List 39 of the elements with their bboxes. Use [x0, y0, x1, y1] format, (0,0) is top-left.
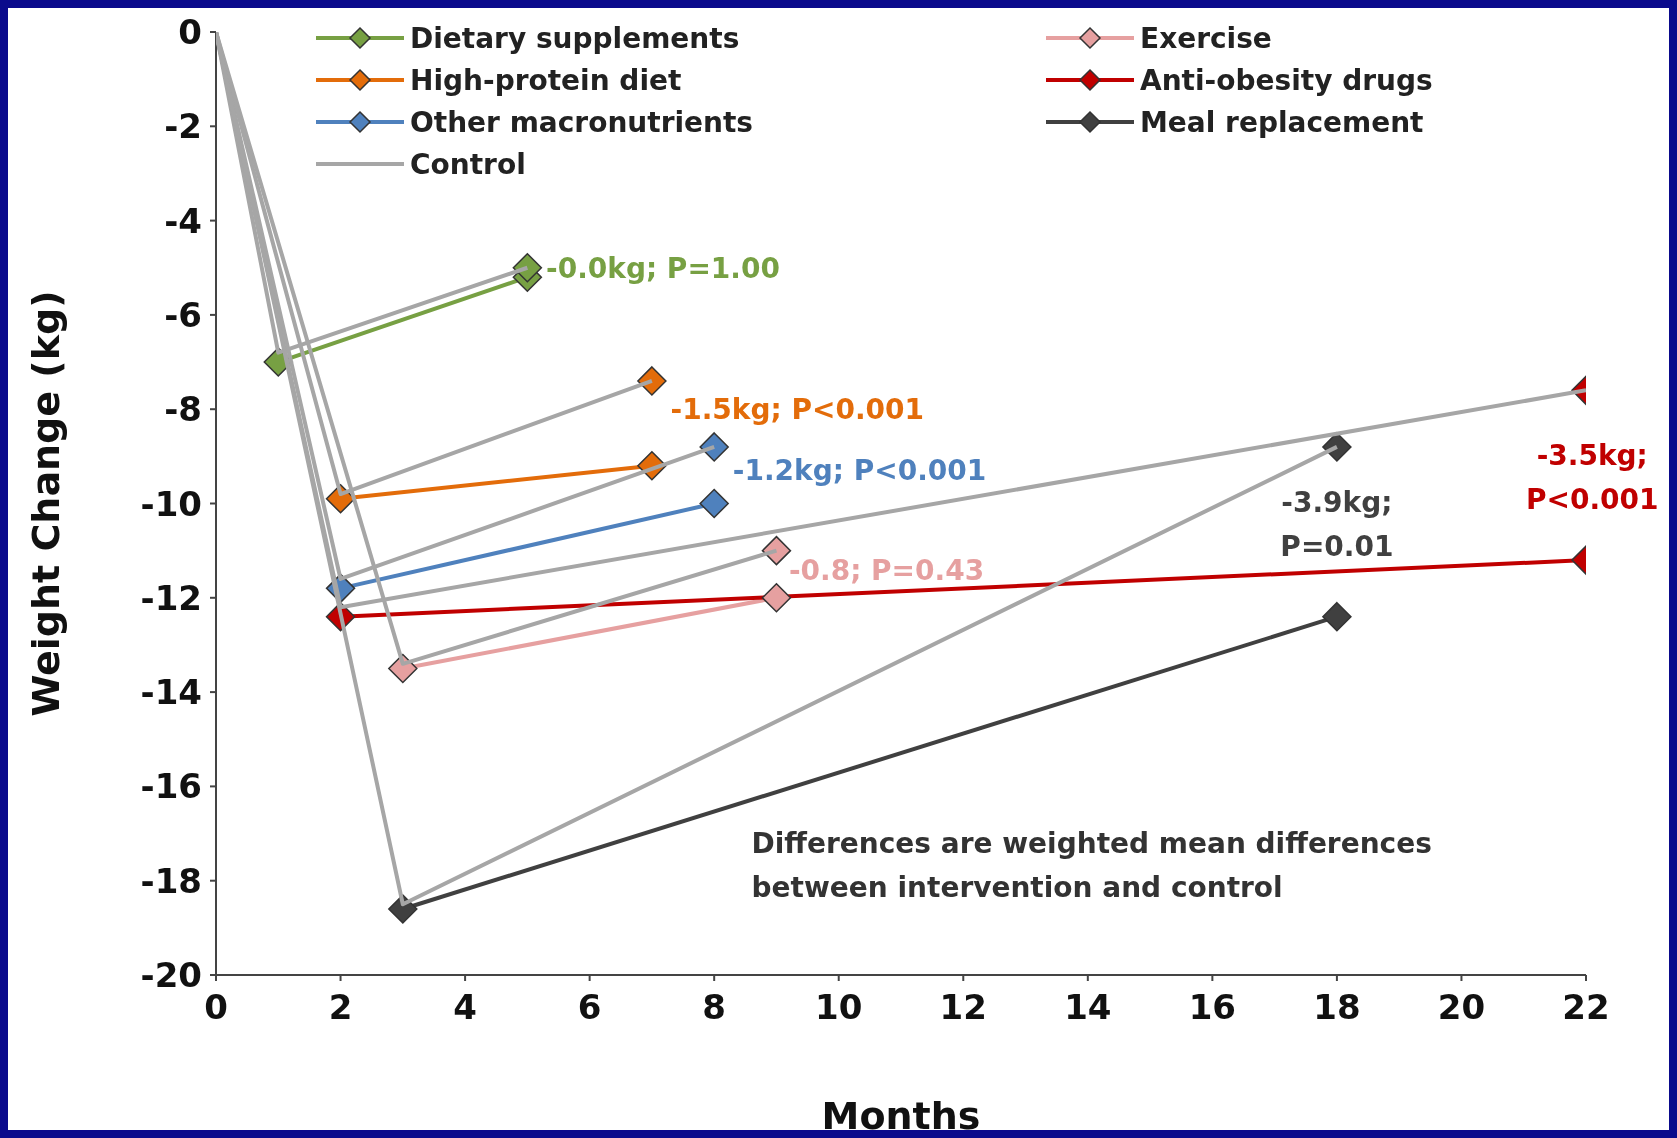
annotation: -0.0kg; P=1.00: [546, 251, 780, 285]
x-tick-label: 14: [1064, 987, 1112, 1028]
y-tick-label: -6: [164, 294, 202, 335]
legend-label: Control: [410, 147, 526, 181]
x-tick-label: 22: [1562, 987, 1610, 1028]
annotation: -0.8; P=0.43: [788, 553, 985, 587]
annotation: -1.2kg; P<0.001: [732, 453, 987, 487]
x-tick-label: 6: [577, 987, 602, 1028]
y-tick-label: -8: [164, 389, 202, 430]
x-tick-label: 18: [1313, 987, 1361, 1028]
x-tick-label: 4: [453, 987, 477, 1028]
legend-label: Exercise: [1140, 21, 1272, 55]
y-tick-label: -20: [140, 955, 202, 996]
y-tick-label: -18: [140, 860, 202, 901]
annotation: -1.5kg; P<0.001: [670, 392, 924, 426]
x-tick-label: 12: [939, 987, 987, 1028]
y-tick-label: -4: [164, 200, 202, 241]
y-tick-label: -2: [164, 106, 202, 147]
x-tick-label: 10: [815, 987, 863, 1028]
x-axis-title: Months: [821, 1094, 981, 1138]
y-tick-label: -14: [140, 672, 202, 713]
x-tick-label: 20: [1437, 987, 1486, 1028]
legend-label: Anti-obesity drugs: [1140, 63, 1433, 97]
x-tick-label: 0: [204, 987, 228, 1028]
x-tick-label: 16: [1188, 987, 1237, 1028]
legend-label: Other macronutrients: [410, 105, 754, 139]
y-tick-label: -10: [140, 483, 202, 524]
annotation: Differences are weighted mean differences between intervention and control: [751, 826, 1432, 904]
x-tick-label: 8: [702, 987, 727, 1028]
legend-label: Dietary supplements: [410, 21, 740, 55]
y-axis-title: Weight Change (kg): [24, 290, 69, 717]
annotation: -3.5kg; P<0.001: [1525, 438, 1659, 516]
legend-label: Meal replacement: [1140, 105, 1424, 139]
annotation: -3.9kg; P=0.01: [1280, 485, 1394, 563]
x-tick-label: 2: [328, 987, 353, 1028]
y-tick-label: 0: [178, 12, 202, 53]
y-tick-label: -16: [140, 766, 202, 807]
y-tick-label: -12: [140, 577, 202, 618]
legend-label: High-protein diet: [410, 63, 682, 97]
